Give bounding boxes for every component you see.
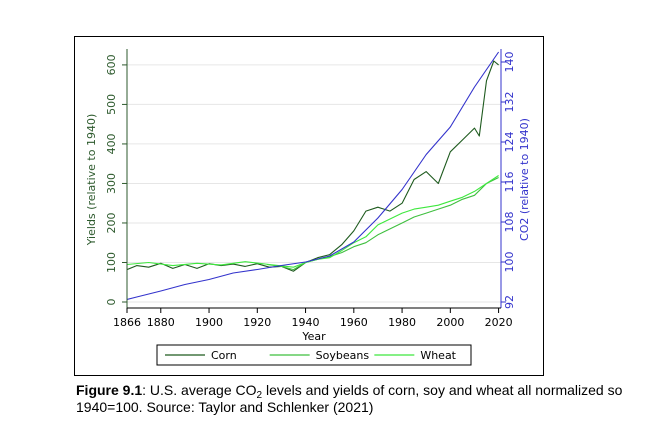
series-lines <box>126 51 500 301</box>
legend-label-wheat: Wheat <box>420 349 456 362</box>
chart: 1866 1880 1900 1920 1940 1960 1980 2000 2020Year… <box>85 49 531 366</box>
caption-label: Figure 9.1 <box>76 382 143 398</box>
x-tick-label-2000: 2000 <box>436 316 464 329</box>
legend-box <box>156 344 472 366</box>
left-tick-label-300: 300 <box>105 173 118 194</box>
left-tick-label-400: 400 <box>105 133 118 154</box>
x-tick-label-1980: 1980 <box>388 316 416 329</box>
left-tick-label-200: 200 <box>105 212 118 233</box>
x-tick-label-1920: 1920 <box>243 316 271 329</box>
figure-caption: Figure 9.1: U.S. average CO2 levels and … <box>76 382 651 416</box>
right-tick-label-92: 92 <box>503 295 516 309</box>
left-tick-label-600: 600 <box>105 54 118 75</box>
right-tick-label-132: 132 <box>503 92 516 113</box>
series-line-wheat <box>126 175 499 268</box>
left-tick-label-500: 500 <box>105 94 118 115</box>
legend: Corn Soybeans Wheat <box>156 344 472 366</box>
legend-label-corn: Corn <box>211 349 237 362</box>
right-tick-label-108: 108 <box>503 212 516 233</box>
x-axis-label: Year <box>301 330 326 343</box>
right-tick-label-100: 100 <box>503 252 516 273</box>
chart-frame: 1866 1880 1900 1920 1940 1960 1980 2000 2020 Year… <box>74 36 544 376</box>
caption-text-2: levels and yields of corn, soy and wheat… <box>76 382 623 415</box>
left-tick-label-100: 100 <box>105 252 118 273</box>
x-tick-label-1900: 1900 <box>195 316 223 329</box>
right-tick-label-140: 140 <box>503 52 516 73</box>
series-line-corn <box>126 60 499 272</box>
left-axis-label: Yields (relative to 1940) <box>85 114 98 247</box>
x-tick-label-1866: 1866 <box>113 316 141 329</box>
series-line-soybeans <box>266 177 499 271</box>
x-tick-label-1940: 1940 <box>292 316 320 329</box>
gridlines <box>127 64 501 303</box>
x-tick-label-1960: 1960 <box>340 316 368 329</box>
left-tick-label-0: 0 <box>105 299 118 306</box>
axes: 1866 1880 1900 1920 1940 1960 1980 2000 2020Year… <box>85 49 531 343</box>
right-axis-label: CO2 (relative to 1940) <box>518 118 531 241</box>
right-tick-label-116: 116 <box>503 172 516 193</box>
caption-subscript: 2 <box>256 390 263 401</box>
series-line-co2 <box>126 51 500 301</box>
x-tick-label-1880: 1880 <box>147 316 175 329</box>
right-tick-label-124: 124 <box>503 132 516 153</box>
legend-label-soybeans: Soybeans <box>316 349 370 362</box>
x-tick-label-2020: 2020 <box>485 316 513 329</box>
caption-text-1: : U.S. average CO <box>142 382 257 398</box>
